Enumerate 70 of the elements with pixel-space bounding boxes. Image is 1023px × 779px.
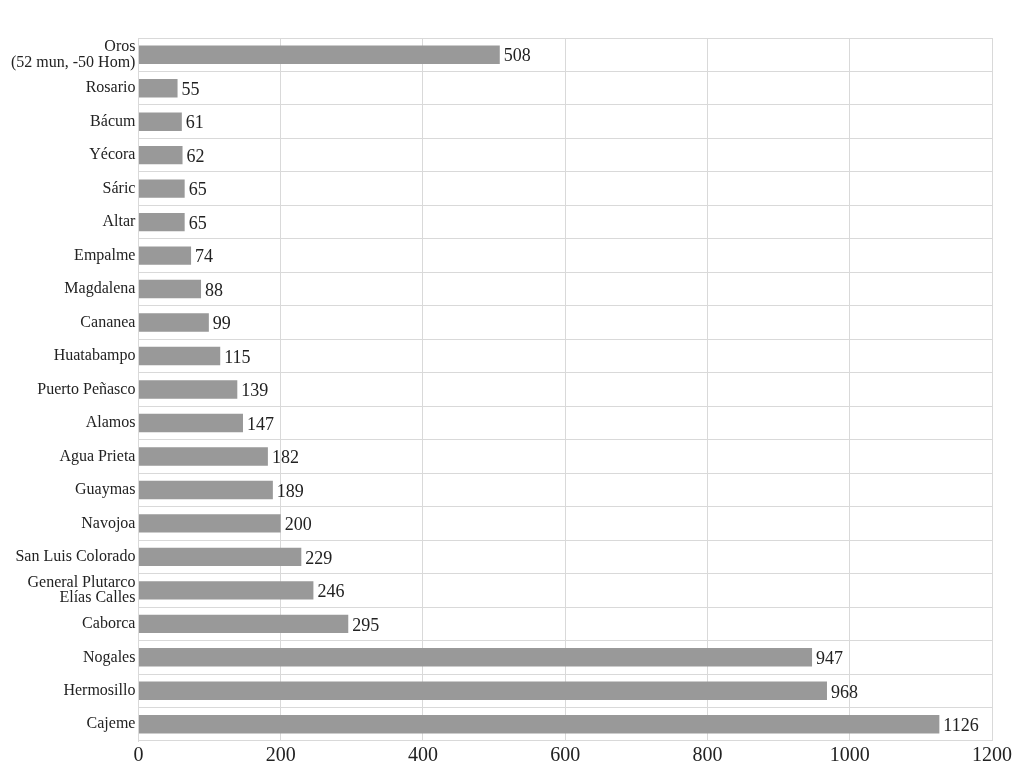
x-tick-label: 1000	[829, 743, 870, 766]
data-label: 62	[186, 145, 205, 166]
y-tick-label: Empalme	[74, 245, 136, 264]
data-label: 246	[317, 581, 345, 602]
data-label: 295	[352, 614, 380, 635]
y-tick-label: Cananea	[80, 312, 136, 330]
y-tick-label: Caborca	[82, 614, 136, 632]
y-tick-label: Agua Prieta	[59, 446, 136, 465]
y-tick-label: Huatabampo	[53, 346, 136, 365]
y-tick-label: Hermosillo	[63, 680, 136, 698]
y-tick-label: San Luis Colorado	[15, 547, 136, 565]
data-label: 88	[205, 279, 224, 300]
data-label: 61	[185, 112, 204, 133]
bar	[138, 212, 185, 232]
bar	[138, 581, 314, 600]
x-tick-label: 1200	[972, 743, 1012, 766]
data-label: 508	[503, 45, 531, 66]
bar	[138, 681, 827, 700]
bar	[138, 279, 202, 299]
y-tick-label: Oros (52 mun, -50 Hom)	[10, 37, 136, 71]
x-tick-label: 400	[407, 743, 438, 766]
y-tick-label: Guaymas	[74, 480, 136, 499]
bar	[138, 413, 243, 433]
data-label: 55	[181, 78, 200, 99]
data-label: 182	[271, 447, 299, 468]
bar	[138, 715, 940, 734]
data-label: 229	[305, 547, 333, 568]
data-label: 147	[246, 413, 274, 434]
data-label: 99	[212, 313, 231, 334]
bar	[138, 246, 192, 265]
y-tick-label: Nogales	[82, 647, 136, 666]
bar	[138, 346, 221, 366]
y-tick-label: Yécora	[89, 145, 136, 163]
x-tick-label: 800	[692, 743, 723, 766]
y-tick-label: Navojoa	[81, 513, 136, 532]
y-tick-label: Altar	[102, 212, 137, 230]
y-tick-label: Bácum	[90, 111, 136, 129]
bar	[138, 547, 302, 567]
y-tick-label: Alamos	[85, 413, 136, 431]
y-tick-label: Puerto Peñasco	[37, 379, 136, 397]
data-label: 65	[188, 179, 207, 200]
y-tick-label: Sáric	[102, 178, 136, 196]
bar	[138, 614, 349, 634]
x-tick-label: 200	[265, 743, 296, 766]
y-tick-label: Cajeme	[86, 714, 136, 733]
data-label: 189	[276, 480, 304, 501]
data-label: 968	[830, 681, 858, 702]
data-label: 139	[241, 380, 269, 401]
bar	[138, 648, 813, 667]
data-label: 200	[284, 514, 312, 535]
data-label: 947	[816, 648, 844, 669]
data-label: 65	[188, 212, 207, 233]
y-tick-label: Rosario	[85, 78, 136, 96]
bar	[138, 313, 209, 332]
bar	[138, 112, 182, 131]
bar	[138, 514, 281, 533]
bar	[138, 79, 178, 98]
x-tick-label: 0	[133, 743, 144, 766]
bar	[138, 145, 183, 165]
bar	[138, 480, 273, 500]
bar	[138, 45, 500, 64]
y-tick-label: Magdalena	[64, 279, 136, 298]
y-tick-label: General Plutarco Elías Calles	[27, 572, 136, 606]
bar	[138, 447, 268, 466]
data-label: 74	[195, 246, 214, 267]
bar	[138, 179, 185, 198]
data-label: 1126	[943, 715, 979, 735]
bar	[138, 380, 238, 399]
data-label: 115	[224, 346, 251, 367]
x-tick-label: 600	[550, 743, 581, 766]
